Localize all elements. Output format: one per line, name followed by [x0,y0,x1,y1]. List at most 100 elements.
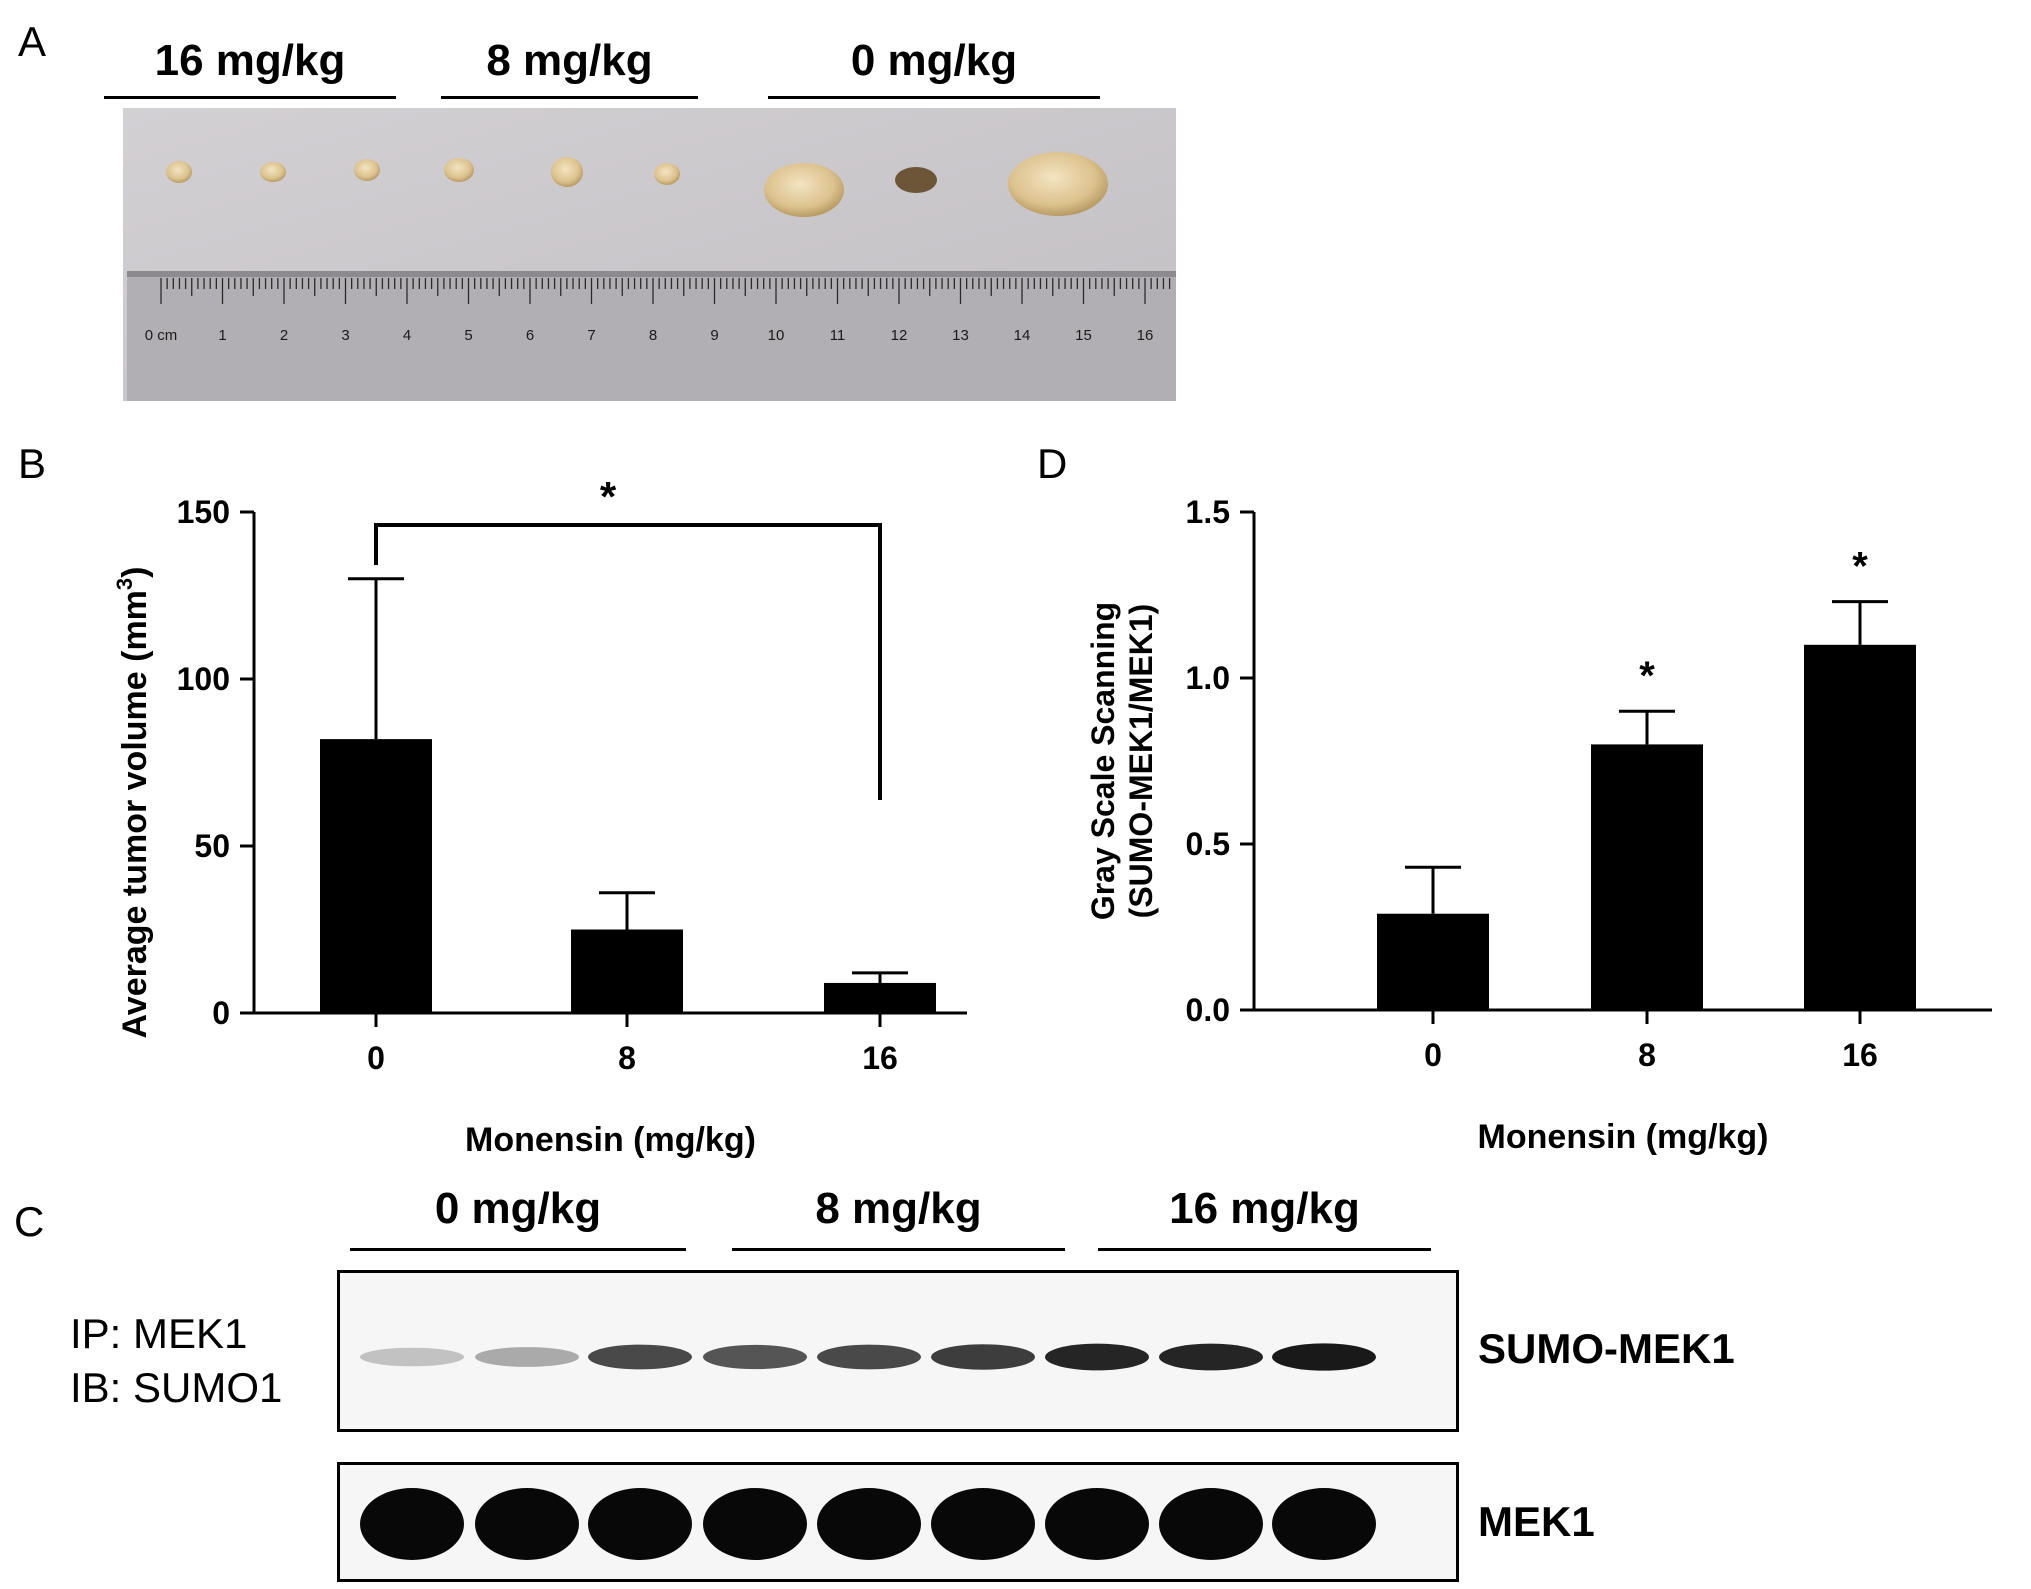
x-axis-label: Monensin (mg/kg) [1478,1118,1769,1156]
tumor-16-3 [354,159,380,181]
blot-group-label-16: 16 mg/kg [1169,1184,1360,1233]
tumor-16-1 [166,161,192,183]
x-tick-label: 0 [1424,1037,1442,1073]
panel-letter-d: D [1037,440,1068,487]
ruler-label: 9 [710,327,718,344]
band-lane-2 [475,1488,579,1560]
blot-group-line-16 [1098,1248,1431,1251]
photo-tumors [166,152,1108,217]
ruler-label: 1 [218,327,226,344]
y-axis-label-line1: Gray Scale Scanning [1085,602,1121,920]
ruler-label: 3 [341,327,349,344]
y-tick-label: 100 [177,661,230,697]
x-tick-label: 0 [367,1040,385,1076]
y-axis-label-line2: (SUMO-MEK1/MEK1) [1123,604,1159,919]
blot-upper-membrane [337,1270,1459,1432]
ruler-label: 15 [1075,327,1092,344]
panel-letter-b: B [18,440,47,487]
band-lane-4 [703,1488,807,1560]
significance-star: * [1639,654,1655,698]
tumor-8-1 [444,158,474,182]
tumor-0-1 [764,163,844,217]
y-axis-label: Average tumor volume (mm3) [112,567,154,1039]
ruler-label: 11 [830,327,846,344]
bar-8 [571,929,683,1013]
blot-group-label-0: 0 mg/kg [434,1184,602,1233]
photo-ruler-ticks [160,278,1171,304]
band-lane-7 [1045,1343,1149,1371]
tumor-0-2 [895,167,937,193]
ruler-label: 0 cm [145,327,178,344]
band-lane-7 [1045,1488,1149,1560]
band-lane-5 [817,1488,921,1560]
photo-group-label-16: 16 mg/kg [154,36,346,85]
ruler-label: 10 [768,327,785,344]
band-lane-1 [360,1347,464,1367]
panel-letter-a: A [18,18,47,65]
band-label-sumo-mek1: SUMO-MEK1 [1478,1325,1735,1372]
ruler-label: 8 [649,327,657,344]
band-lane-6 [931,1488,1035,1560]
blot-group-line-8 [732,1248,1065,1251]
y-tick-label: 0.5 [1186,826,1230,862]
band-lane-5 [817,1344,921,1370]
y-tick-label: 1.0 [1186,660,1230,696]
photo-group-line-16 [104,96,396,99]
ruler-label: 12 [891,327,908,344]
bar-16 [1804,644,1916,1010]
blot-ib-label: IB: SUMO1 [70,1364,283,1411]
tumor-8-3 [654,163,680,185]
ruler-label: 5 [464,327,472,344]
photo-group-label-8: 8 mg/kg [486,36,653,85]
x-tick-label: 16 [1842,1037,1878,1073]
blot-group-line-0 [350,1248,686,1251]
tumor-0-3 [1008,152,1108,216]
bar-0 [320,739,432,1013]
band-label-mek1: MEK1 [1478,1498,1595,1545]
ruler-label: 6 [526,327,534,344]
y-tick-label: 0.0 [1186,992,1230,1028]
photo-group-label-0: 0 mg/kg [850,36,1018,85]
ruler-label: 4 [403,327,411,344]
significance-star: * [600,473,617,520]
y-tick-label: 1.5 [1186,494,1230,530]
band-lane-9 [1272,1343,1376,1371]
x-tick-label: 8 [618,1040,636,1076]
panel-letter-c: C [14,1198,45,1245]
bar-16 [824,982,936,1013]
band-lane-3 [588,1344,692,1370]
band-lane-9 [1272,1488,1376,1560]
photo-ruler-body [127,271,1176,401]
blot-group-label-8: 8 mg/kg [815,1184,982,1233]
significance-star: * [1852,545,1868,589]
x-tick-label: 16 [862,1040,898,1076]
ruler-label: 2 [280,327,288,344]
photo-group-line-8 [441,96,698,99]
ruler-label: 13 [952,327,969,344]
ruler-label: 14 [1014,327,1031,344]
photo-ruler-labels: 0 cm 1 2 3 4 5 6 7 8 9 10 11 12 13 14 15 16 [145,327,1154,344]
photo-group-line-0 [768,96,1100,99]
x-tick-label: 8 [1638,1037,1656,1073]
band-lane-8 [1159,1343,1263,1371]
tumor-8-2 [551,157,583,187]
ruler-label: 16 [1137,327,1154,344]
y-tick-label: 50 [194,828,230,864]
ruler-label: 7 [587,327,595,344]
chart-d: 0.0 0.5 1.0 1.5 0 8 * 16 * Monensin (mg/kg) Gray S… [1085,494,1992,1156]
chart-b: 0 50 100 150 0 8 16 Monensin (mg/kg) Average tum… [112,473,967,1159]
blot-lower-membrane [337,1462,1459,1582]
bar-8 [1591,744,1703,1010]
band-lane-8 [1159,1488,1263,1560]
y-tick-label: 150 [177,494,230,530]
photo-ruler-edge [127,271,1176,277]
band-lane-4 [703,1344,807,1370]
tumor-photo: 0 cm 1 2 3 4 5 6 7 8 9 10 11 12 13 14 15 16 [123,108,1176,401]
band-lane-3 [588,1488,692,1560]
tumor-16-2 [260,162,286,182]
blot-ip-label: IP: MEK1 [70,1310,248,1357]
bar-0 [1377,913,1489,1010]
x-axis-label: Monensin (mg/kg) [465,1121,756,1159]
y-tick-label: 0 [212,995,230,1031]
band-lane-1 [360,1488,464,1560]
